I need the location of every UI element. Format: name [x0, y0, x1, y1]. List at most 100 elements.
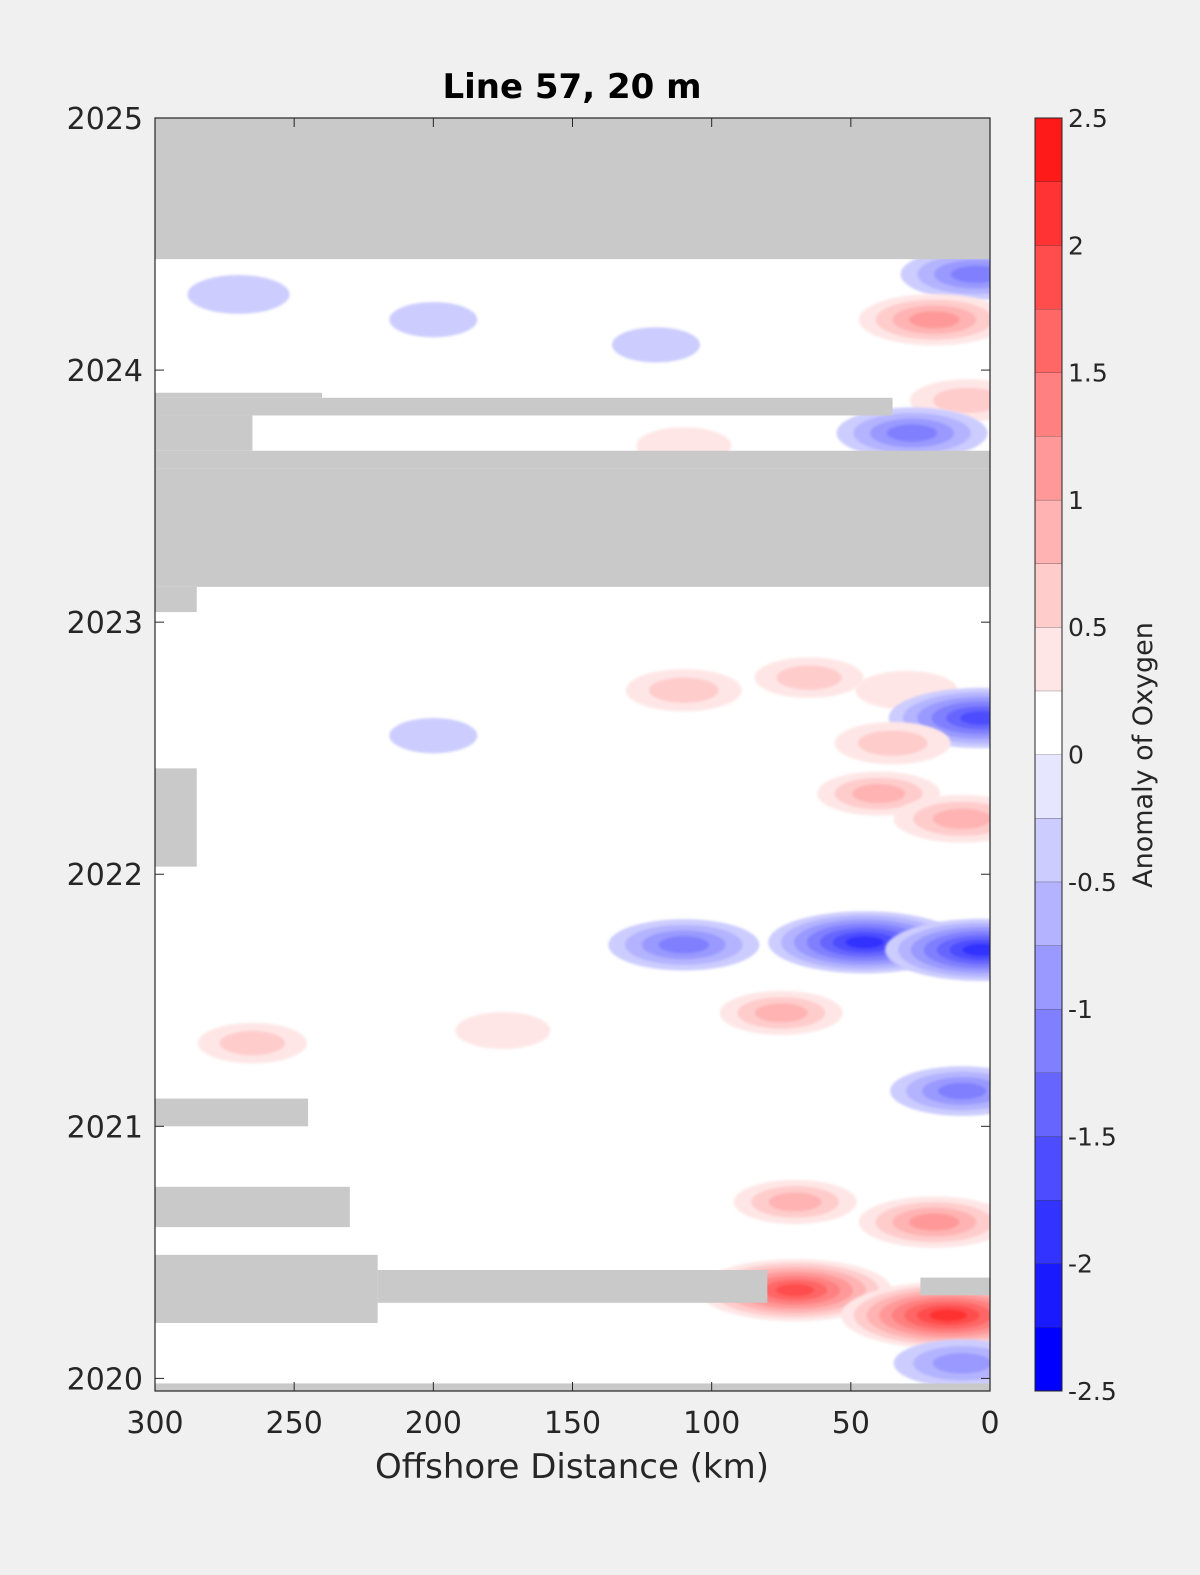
anomaly-contour [219, 1030, 286, 1056]
colorbar-swatch [1035, 754, 1062, 819]
no-data-band [155, 450, 990, 469]
y-tick-label: 2023 [67, 606, 143, 641]
y-tick-label: 2022 [67, 858, 143, 893]
colorbar-tick-label: 1 [1068, 486, 1084, 515]
no-data-band [377, 1270, 768, 1303]
anomaly-contour [932, 387, 990, 414]
colorbar-swatch [1035, 1136, 1062, 1201]
colorbar-swatch [1035, 818, 1062, 882]
x-tick-label: 150 [544, 1406, 601, 1441]
colorbar-tick-label: 0.5 [1068, 613, 1108, 642]
anomaly-feature [841, 1281, 990, 1350]
x-axis-label: Offshore Distance (km) [375, 1447, 769, 1487]
no-data-band [155, 397, 893, 416]
anomaly-feature [754, 657, 864, 698]
anomaly-contour [649, 677, 719, 703]
plot-area [154, 117, 991, 1392]
anomaly-contour [932, 808, 990, 829]
no-data-band [155, 468, 990, 587]
anomaly-contour [852, 784, 906, 804]
colorbar-swatch [1035, 1200, 1062, 1264]
colorbar-swatch [1035, 372, 1062, 437]
y-tick-label: 2025 [67, 102, 143, 137]
no-data-band [155, 586, 197, 613]
colorbar-swatches [1035, 117, 1062, 1391]
anomaly-feature [733, 1179, 857, 1225]
x-tick-label: 50 [832, 1406, 870, 1441]
anomaly-feature [890, 1066, 990, 1116]
anomaly-contour [612, 327, 700, 363]
anomaly-contour [950, 265, 990, 283]
no-data-band [155, 392, 322, 398]
anomaly-contour [845, 936, 885, 949]
anomaly-contour [754, 1003, 808, 1023]
anomaly-feature [900, 248, 990, 300]
colorbar-tick-label: -2.5 [1068, 1377, 1117, 1406]
x-tick-label: 100 [683, 1406, 740, 1441]
anomaly-feature [888, 687, 990, 749]
anomaly-feature [608, 919, 760, 971]
anomaly-feature [197, 1022, 307, 1064]
anomaly-feature [625, 669, 742, 712]
colorbar-swatch [1035, 627, 1062, 691]
anomaly-feature [389, 717, 478, 754]
colorbar-tick-label: 2 [1068, 231, 1084, 260]
colorbar-swatch [1035, 499, 1062, 564]
anomaly-contour [389, 302, 478, 338]
colorbar-tick-label: -1.5 [1068, 1122, 1117, 1151]
anomaly-contour [962, 943, 990, 957]
colorbar-tick-label: -0.5 [1068, 868, 1117, 897]
x-tick-label: 0 [980, 1406, 999, 1441]
no-data-band [920, 1277, 990, 1296]
colorbar-swatch [1035, 563, 1062, 628]
anomaly-feature [187, 275, 290, 314]
colorbar-tick-label: 2.5 [1068, 104, 1108, 133]
no-data-band [155, 415, 253, 451]
x-tick-label: 200 [405, 1406, 462, 1441]
anomaly-feature [858, 293, 990, 346]
colorbar-swatch [1035, 1009, 1062, 1073]
colorbar-swatch [1035, 1327, 1062, 1391]
colorbar-tick-label: 0 [1068, 741, 1084, 770]
chart-title: Line 57, 20 m [442, 67, 701, 107]
anomaly-contour [929, 1309, 968, 1322]
colorbar-swatch [1035, 1072, 1062, 1137]
x-tick-label: 250 [266, 1406, 323, 1441]
no-data-band [155, 1254, 378, 1323]
x-axis: 300 250 200 150 100 50 0 [126, 118, 1000, 1441]
colorbar-tick-label: -1 [1068, 995, 1093, 1024]
colorbar-swatch [1035, 308, 1062, 373]
colorbar-tick-label: 1.5 [1068, 359, 1108, 388]
colorbar-swatch [1035, 436, 1062, 500]
no-data-layer [155, 118, 990, 1391]
anomaly-contour [938, 1082, 987, 1100]
colorbar-swatch [1035, 881, 1062, 946]
anomaly-contour [775, 1283, 815, 1297]
anomaly-contour [960, 710, 990, 725]
anomaly-contour [857, 730, 928, 756]
anomaly-feature [893, 1339, 990, 1388]
anomaly-contour [909, 1213, 960, 1231]
anomaly-feature [885, 918, 990, 981]
anomaly-contour [886, 424, 938, 442]
anomaly-feature [858, 1196, 990, 1248]
colorbar-label: Anomaly of Oxygen [1128, 622, 1159, 888]
colorbar-frame [1034, 117, 1063, 1392]
x-tick-label: 300 [126, 1406, 183, 1441]
colorbar-swatch [1035, 945, 1062, 1010]
no-data-band [155, 1098, 309, 1127]
anomaly-feature [893, 794, 990, 843]
anomaly-feature [719, 990, 843, 1035]
colorbar-swatch [1035, 181, 1062, 246]
y-tick-label: 2020 [67, 1362, 143, 1397]
no-data-band [155, 1186, 350, 1228]
anomaly-contour [768, 1192, 822, 1212]
colorbar-swatch [1035, 690, 1062, 755]
anomaly-contour [932, 1353, 990, 1374]
anomaly-layer [187, 248, 990, 1388]
anomaly-contour [658, 936, 710, 954]
colorbar-ticks: 2.5 2 1.5 1 0.5 0 -0.5 -1 -1.5 -2 -2.5 [1068, 104, 1117, 1406]
anomaly-feature [836, 407, 988, 459]
